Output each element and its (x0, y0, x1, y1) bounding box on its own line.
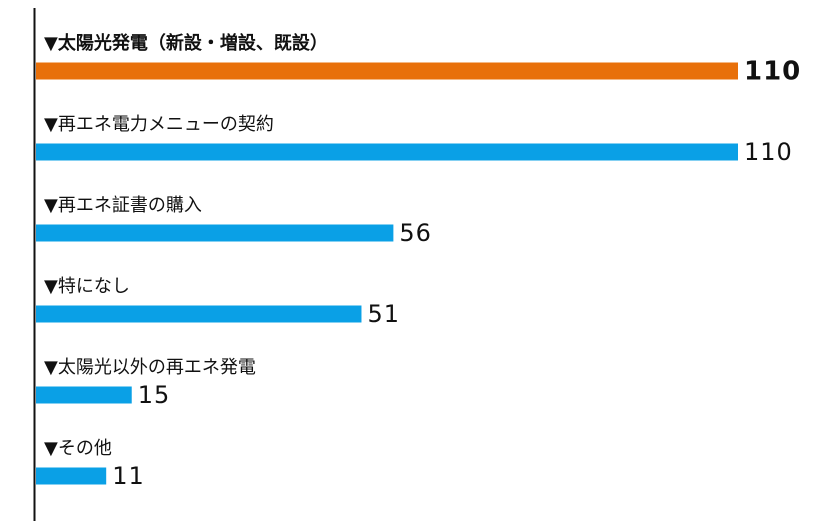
bar (36, 224, 394, 242)
bar (36, 143, 738, 161)
bar (36, 305, 362, 323)
value-label: 51 (367, 300, 400, 328)
category-label: ▼太陽光以外の再エネ発電 (44, 357, 256, 378)
bars-layer: ▼太陽光発電（新設・増設、既設） 110 ▼再エネ電力メニューの契約 110 ▼再エネ証… (36, 32, 801, 490)
category-label: ▼特になし (44, 276, 130, 297)
value-label: 110 (744, 57, 801, 87)
category-label: ▼その他 (44, 438, 112, 459)
category-label: ▼再エネ証書の購入 (44, 195, 202, 216)
value-label: 56 (399, 219, 432, 247)
category-label: ▼太陽光発電（新設・増設、既設） (44, 32, 328, 54)
value-label: 110 (744, 138, 793, 166)
bar (36, 386, 132, 404)
value-label: 15 (138, 381, 171, 409)
category-label: ▼再エネ電力メニューの契約 (44, 114, 274, 135)
bar (36, 467, 107, 485)
value-label: 11 (112, 462, 145, 490)
bar (36, 62, 738, 80)
